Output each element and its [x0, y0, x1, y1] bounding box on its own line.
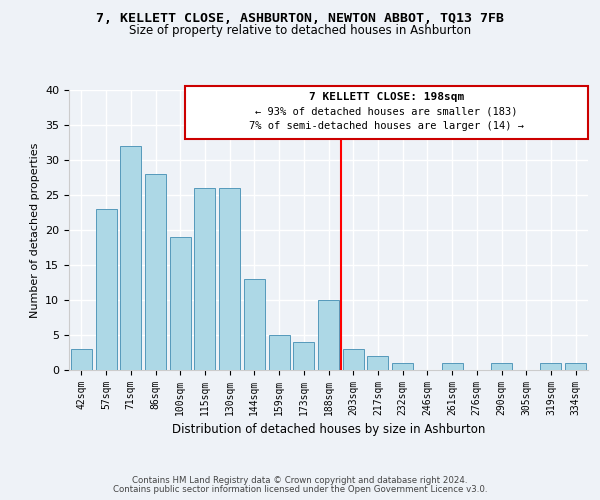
Bar: [392, 363, 413, 370]
Bar: [565, 363, 586, 370]
FancyBboxPatch shape: [185, 86, 588, 139]
Bar: [120, 146, 141, 370]
Bar: [491, 363, 512, 370]
Bar: [367, 356, 388, 370]
Bar: [244, 279, 265, 370]
Bar: [541, 363, 562, 370]
Bar: [71, 349, 92, 370]
Bar: [442, 363, 463, 370]
Text: ← 93% of detached houses are smaller (183): ← 93% of detached houses are smaller (18…: [256, 106, 518, 117]
Text: 7% of semi-detached houses are larger (14) →: 7% of semi-detached houses are larger (1…: [249, 122, 524, 132]
Bar: [170, 237, 191, 370]
Bar: [318, 300, 339, 370]
Bar: [293, 342, 314, 370]
Y-axis label: Number of detached properties: Number of detached properties: [29, 142, 40, 318]
Bar: [145, 174, 166, 370]
Bar: [343, 349, 364, 370]
Bar: [269, 335, 290, 370]
Text: Contains public sector information licensed under the Open Government Licence v3: Contains public sector information licen…: [113, 485, 487, 494]
Bar: [194, 188, 215, 370]
Text: 7 KELLETT CLOSE: 198sqm: 7 KELLETT CLOSE: 198sqm: [309, 92, 464, 102]
Text: 7, KELLETT CLOSE, ASHBURTON, NEWTON ABBOT, TQ13 7FB: 7, KELLETT CLOSE, ASHBURTON, NEWTON ABBO…: [96, 12, 504, 26]
Text: Contains HM Land Registry data © Crown copyright and database right 2024.: Contains HM Land Registry data © Crown c…: [132, 476, 468, 485]
X-axis label: Distribution of detached houses by size in Ashburton: Distribution of detached houses by size …: [172, 424, 485, 436]
Bar: [95, 209, 116, 370]
Bar: [219, 188, 240, 370]
Text: Size of property relative to detached houses in Ashburton: Size of property relative to detached ho…: [129, 24, 471, 37]
